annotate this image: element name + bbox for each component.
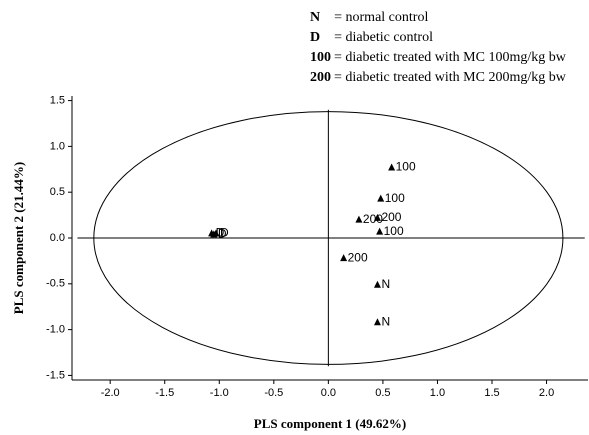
x-tick-label: -1.5 <box>155 387 174 399</box>
legend-text: = diabetic treated with MC 200mg/kg bw <box>334 70 567 85</box>
x-tick-label: -2.0 <box>101 387 120 399</box>
y-tick-label: 1.5 <box>50 94 65 106</box>
x-tick-label: -0.5 <box>264 387 283 399</box>
x-tick-label: 1.0 <box>430 387 445 399</box>
point <box>340 254 348 262</box>
legend-note: 200 = diabetic treated with MC 200mg/kg b… <box>310 70 567 85</box>
legend-text: = normal control <box>334 10 428 25</box>
x-tick-label: 0.0 <box>321 387 336 399</box>
point-label: 100 <box>396 160 416 174</box>
point-label: 200 <box>348 250 368 264</box>
x-tick-label: 2.0 <box>539 387 554 399</box>
y-tick-label: 1.0 <box>50 140 65 152</box>
point-label: N <box>381 277 390 291</box>
confidence-ellipse <box>93 111 564 365</box>
x-tick-label: -1.0 <box>210 387 229 399</box>
legend-note: D = diabetic control <box>310 30 433 45</box>
legend-key: 200 <box>310 70 331 85</box>
legend-key: N <box>310 10 320 25</box>
point <box>373 213 381 221</box>
y-tick-label: -0.5 <box>46 278 65 290</box>
x-tick-label: 0.5 <box>375 387 390 399</box>
y-tick-label: -1.5 <box>46 369 65 381</box>
x-tick-label: 1.5 <box>484 387 499 399</box>
legend-note: N = normal control <box>310 10 428 25</box>
point-label: 100 <box>385 191 405 205</box>
y-tick-label: -1.0 <box>46 324 65 336</box>
y-axis-label: PLS component 2 (21.44%) <box>11 162 26 314</box>
point-label: D <box>220 226 229 240</box>
point <box>355 215 363 223</box>
y-tick-label: 0.5 <box>50 186 65 198</box>
legend-note: 100 = diabetic treated with MC 100mg/kg b… <box>310 50 567 65</box>
y-tick-label: 0.0 <box>50 232 65 244</box>
point-label: 200 <box>381 210 401 224</box>
point <box>212 229 220 237</box>
point-label: N <box>381 314 390 328</box>
legend-key: D <box>310 30 320 45</box>
point <box>376 227 384 235</box>
point <box>388 163 396 171</box>
legend-text: = diabetic treated with MC 100mg/kg bw <box>334 50 567 65</box>
point <box>373 318 381 326</box>
point-label: 100 <box>384 224 404 238</box>
point <box>377 194 385 202</box>
point <box>373 280 381 288</box>
point-label: D <box>216 226 225 240</box>
legend-key: 100 <box>310 50 331 65</box>
legend-text: = diabetic control <box>334 30 433 45</box>
point-label: D <box>218 227 227 241</box>
x-axis-label: PLS component 1 (49.62%) <box>254 416 406 431</box>
point-label: 200 <box>363 212 383 226</box>
